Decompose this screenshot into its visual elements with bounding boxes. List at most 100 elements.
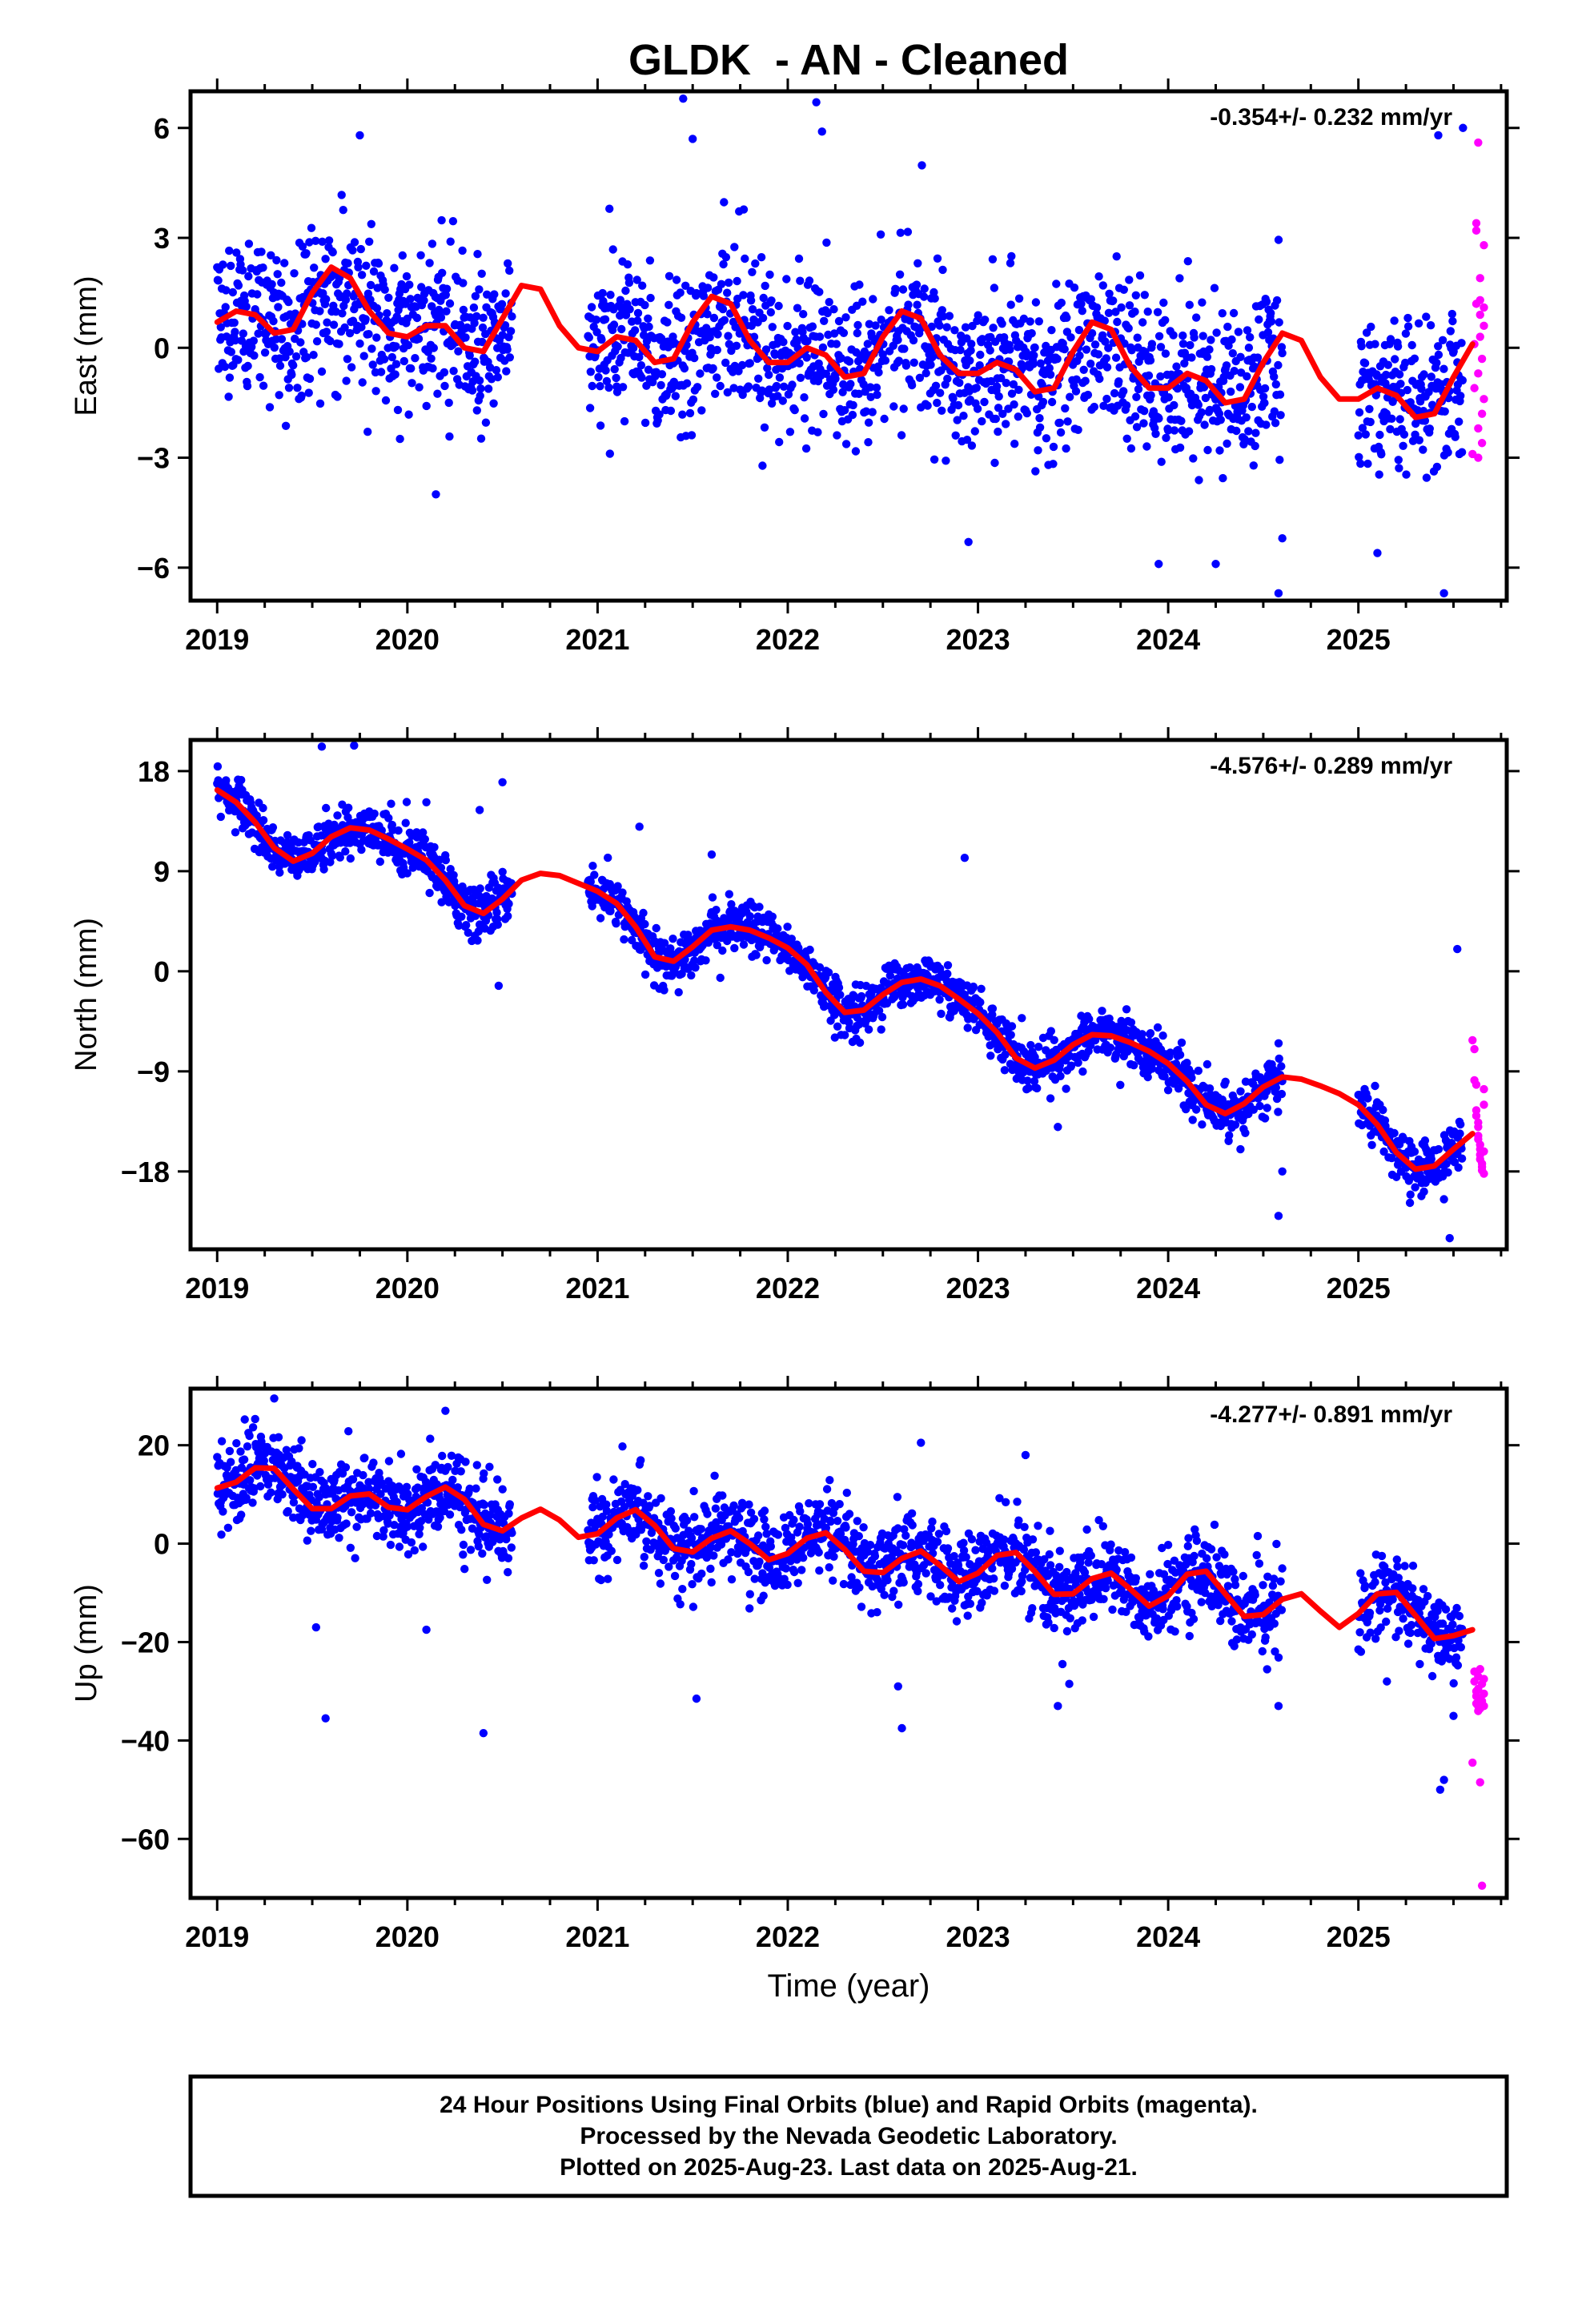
final-point xyxy=(445,432,454,441)
final-point xyxy=(1216,416,1226,424)
final-point xyxy=(877,1012,887,1022)
final-point xyxy=(431,1461,440,1470)
final-point xyxy=(708,893,717,902)
final-point xyxy=(475,285,484,294)
final-point xyxy=(670,1571,680,1581)
final-point xyxy=(703,1510,712,1518)
final-point xyxy=(1235,383,1245,392)
final-point xyxy=(305,374,315,384)
final-point xyxy=(636,1456,645,1465)
final-point xyxy=(633,1486,642,1494)
final-point xyxy=(1247,402,1257,412)
final-point xyxy=(905,963,914,972)
final-point xyxy=(1042,434,1051,443)
final-point xyxy=(411,354,420,363)
final-point xyxy=(938,265,947,275)
final-point xyxy=(433,1522,443,1531)
final-point xyxy=(1116,1080,1125,1090)
final-point xyxy=(343,813,352,822)
final-point xyxy=(1153,1023,1162,1032)
final-point xyxy=(901,361,911,370)
final-point xyxy=(285,347,294,356)
final-point xyxy=(1434,131,1443,140)
final-point xyxy=(403,1522,412,1531)
final-point xyxy=(307,223,316,232)
final-point xyxy=(1094,272,1103,281)
final-point xyxy=(625,305,634,314)
final-point xyxy=(692,288,701,298)
final-point xyxy=(234,356,243,364)
final-point xyxy=(778,396,787,405)
final-point xyxy=(1130,308,1139,316)
final-point xyxy=(1229,308,1239,318)
final-point xyxy=(1081,376,1090,385)
final-point xyxy=(1190,333,1199,342)
final-point xyxy=(1139,419,1148,428)
final-point xyxy=(1373,549,1382,557)
final-point xyxy=(592,328,601,336)
final-point xyxy=(385,1511,394,1520)
final-point xyxy=(508,1529,516,1538)
final-point xyxy=(1135,271,1145,280)
final-point xyxy=(317,742,327,751)
final-point xyxy=(943,969,952,979)
final-point xyxy=(456,1467,465,1476)
final-point xyxy=(1249,1105,1259,1114)
final-point xyxy=(404,340,413,350)
final-point xyxy=(456,1502,464,1512)
final-point xyxy=(1255,315,1263,324)
final-point xyxy=(665,300,673,309)
final-point xyxy=(1198,1120,1207,1129)
final-point xyxy=(478,1549,487,1558)
final-point xyxy=(250,1484,259,1493)
final-point xyxy=(665,271,674,280)
final-point xyxy=(949,394,958,403)
final-point xyxy=(689,1602,698,1611)
final-point xyxy=(931,381,941,390)
final-point xyxy=(935,995,944,1004)
final-point xyxy=(1007,1022,1017,1031)
final-point xyxy=(1263,328,1273,337)
final-point xyxy=(716,973,725,983)
final-point xyxy=(1046,1027,1056,1035)
final-point xyxy=(1251,428,1260,437)
final-point xyxy=(656,380,665,390)
final-point xyxy=(706,1542,716,1552)
final-point xyxy=(459,305,468,315)
final-point xyxy=(1215,446,1224,455)
final-point xyxy=(645,256,655,265)
final-point xyxy=(291,352,301,361)
final-point xyxy=(1271,380,1281,389)
final-point xyxy=(1427,372,1436,381)
final-point xyxy=(1002,379,1011,388)
final-point xyxy=(1419,370,1428,379)
final-point xyxy=(612,1555,622,1565)
y-tick-label: 3 xyxy=(154,222,170,255)
final-point xyxy=(713,345,721,355)
final-point xyxy=(1056,1072,1065,1081)
final-point xyxy=(474,1542,483,1551)
final-point xyxy=(1140,291,1150,300)
final-point xyxy=(441,855,450,865)
final-point xyxy=(1234,328,1243,336)
final-point xyxy=(635,822,644,831)
final-point xyxy=(1270,372,1279,381)
final-point xyxy=(1274,1039,1283,1048)
final-point xyxy=(986,1051,995,1060)
final-point xyxy=(723,288,732,297)
final-point xyxy=(1203,352,1212,361)
final-point xyxy=(472,1484,480,1493)
rapid-point xyxy=(1470,384,1479,392)
final-point xyxy=(1456,392,1465,400)
final-point xyxy=(616,311,624,320)
final-point xyxy=(501,289,510,298)
final-point xyxy=(1244,427,1253,436)
final-point xyxy=(903,227,913,236)
final-point xyxy=(942,456,950,465)
final-point xyxy=(950,326,959,335)
final-point xyxy=(596,421,605,430)
final-point xyxy=(458,882,467,891)
final-point xyxy=(1201,393,1211,403)
rapid-point xyxy=(1477,409,1487,418)
final-point xyxy=(321,255,330,263)
